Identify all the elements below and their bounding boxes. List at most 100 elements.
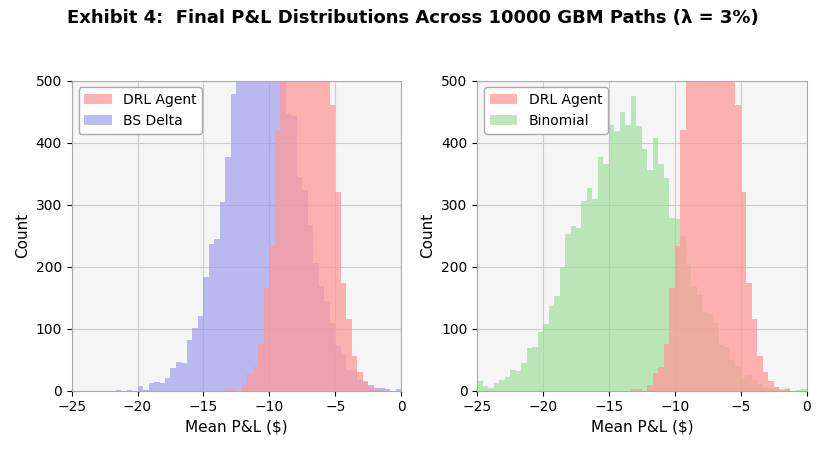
X-axis label: Mean P&L ($): Mean P&L ($) <box>591 420 693 435</box>
Y-axis label: Count: Count <box>420 213 435 258</box>
Bar <box>729 360 735 391</box>
Bar <box>335 346 340 391</box>
Bar <box>741 377 746 391</box>
Bar <box>192 328 198 391</box>
Bar <box>675 246 681 391</box>
Bar <box>543 324 548 391</box>
Bar <box>724 347 729 391</box>
Bar <box>325 302 330 391</box>
Bar <box>526 348 532 391</box>
Bar <box>247 43 253 391</box>
Bar <box>702 312 708 391</box>
Bar <box>215 239 220 391</box>
Bar <box>752 379 757 391</box>
Bar <box>488 388 494 391</box>
Bar <box>379 388 385 391</box>
Bar <box>642 149 648 391</box>
Bar <box>357 379 363 391</box>
Bar <box>286 0 292 391</box>
Bar <box>280 64 286 391</box>
Bar <box>319 287 325 391</box>
Bar <box>648 171 653 391</box>
Bar <box>477 382 482 391</box>
Bar <box>587 189 592 391</box>
Bar <box>785 388 790 391</box>
Bar <box>292 0 297 391</box>
Bar <box>604 164 609 391</box>
Bar <box>636 126 642 391</box>
Bar <box>165 378 170 391</box>
Bar <box>548 306 554 391</box>
Bar <box>242 79 247 391</box>
Bar <box>259 28 263 391</box>
Bar <box>352 356 357 391</box>
Bar <box>757 384 762 391</box>
Bar <box>752 319 757 391</box>
Bar <box>714 0 719 391</box>
Bar <box>625 125 631 391</box>
Legend: DRL Agent, BS Delta: DRL Agent, BS Delta <box>78 87 202 134</box>
Bar <box>559 268 565 391</box>
Bar <box>325 0 330 391</box>
Bar <box>379 390 385 391</box>
Bar <box>242 384 247 391</box>
X-axis label: Mean P&L ($): Mean P&L ($) <box>185 420 287 435</box>
Bar <box>768 387 774 391</box>
Bar <box>691 0 697 391</box>
Bar <box>521 363 526 391</box>
Y-axis label: Count: Count <box>15 213 30 258</box>
Bar <box>757 356 762 391</box>
Legend: DRL Agent, Binomial: DRL Agent, Binomial <box>484 87 608 134</box>
Bar <box>681 130 686 391</box>
Bar <box>746 375 752 391</box>
Bar <box>292 116 297 391</box>
Bar <box>774 387 779 391</box>
Bar <box>308 225 313 391</box>
Bar <box>302 0 308 391</box>
Bar <box>708 0 714 391</box>
Bar <box>801 389 807 391</box>
Bar <box>631 96 636 391</box>
Bar <box>686 64 691 391</box>
Bar <box>609 125 615 391</box>
Bar <box>538 333 543 391</box>
Bar <box>269 34 275 391</box>
Bar <box>669 288 675 391</box>
Bar <box>297 0 302 391</box>
Bar <box>280 75 286 391</box>
Bar <box>182 364 187 391</box>
Bar <box>565 234 571 391</box>
Bar <box>708 314 714 391</box>
Bar <box>636 390 642 391</box>
Bar <box>198 315 203 391</box>
Bar <box>297 177 302 391</box>
Bar <box>702 0 708 391</box>
Bar <box>482 386 488 391</box>
Bar <box>664 178 669 391</box>
Bar <box>330 323 335 391</box>
Bar <box>363 381 368 391</box>
Bar <box>735 105 741 391</box>
Bar <box>697 295 702 391</box>
Bar <box>664 343 669 391</box>
Bar <box>724 0 729 391</box>
Bar <box>209 244 215 391</box>
Text: Exhibit 4:  Final P&L Distributions Across 10000 GBM Paths (λ = 3%): Exhibit 4: Final P&L Distributions Acros… <box>67 9 759 27</box>
Bar <box>154 382 159 391</box>
Bar <box>335 192 340 391</box>
Bar <box>385 390 390 391</box>
Bar <box>313 0 319 391</box>
Bar <box>275 130 280 391</box>
Bar <box>735 366 741 391</box>
Bar <box>631 390 636 391</box>
Bar <box>275 68 280 391</box>
Bar <box>346 319 352 391</box>
Bar <box>225 390 231 391</box>
Bar <box>253 366 259 391</box>
Bar <box>368 387 373 391</box>
Bar <box>170 368 176 391</box>
Bar <box>620 112 625 391</box>
Bar <box>176 362 182 391</box>
Bar <box>729 0 735 391</box>
Bar <box>648 384 653 391</box>
